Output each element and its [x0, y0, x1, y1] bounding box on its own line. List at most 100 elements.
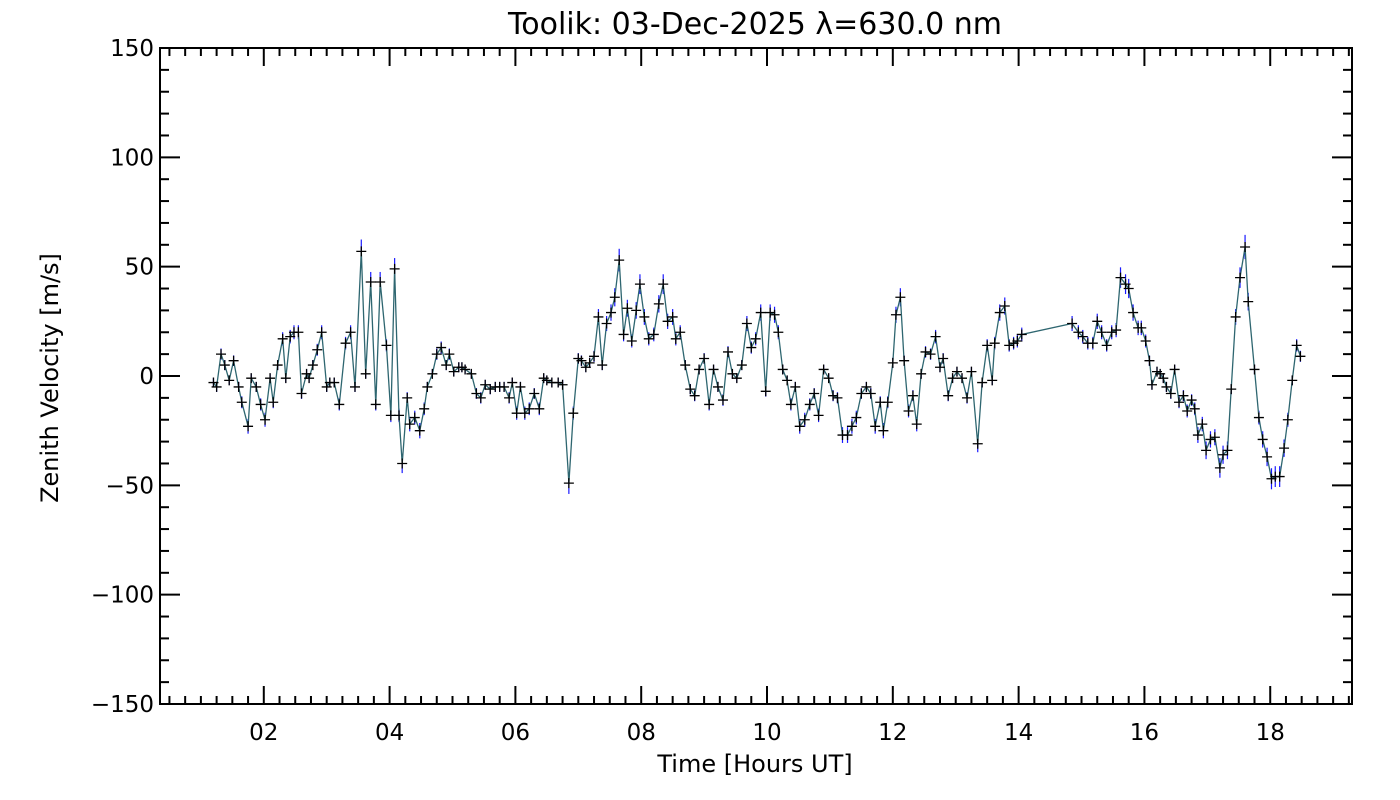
data-point	[345, 327, 356, 338]
data-point	[1274, 471, 1285, 482]
data-point	[1249, 364, 1260, 375]
data-point	[916, 368, 927, 379]
data-point	[1087, 338, 1098, 349]
data-point	[563, 478, 574, 489]
data-point	[480, 379, 491, 390]
data-point	[504, 392, 515, 403]
data-point	[1178, 390, 1189, 401]
data-point	[268, 397, 279, 408]
data-point	[499, 381, 510, 392]
data-point	[999, 301, 1010, 312]
x-tick-label: 06	[501, 720, 530, 746]
y-axis-label: Zenith Velocity [m/s]	[36, 253, 64, 503]
data-point	[534, 403, 545, 414]
data-point	[1186, 395, 1197, 406]
x-tick-label: 14	[1004, 720, 1033, 746]
data-point	[951, 366, 962, 377]
data-point	[436, 342, 447, 353]
data-point	[782, 375, 793, 386]
data-point	[723, 346, 734, 357]
data-point	[265, 373, 276, 384]
data-point	[316, 327, 327, 338]
data-point	[1146, 379, 1157, 390]
data-point	[475, 392, 486, 403]
data-point	[626, 336, 637, 347]
data-point	[689, 390, 700, 401]
data-point	[1279, 443, 1290, 454]
data-point	[755, 307, 766, 318]
data-point	[746, 342, 757, 353]
data-point	[1282, 414, 1293, 425]
data-point	[614, 255, 625, 266]
data-point	[1230, 311, 1241, 322]
data-point	[1209, 432, 1220, 443]
data-point	[471, 388, 482, 399]
data-point	[216, 349, 227, 360]
data-point	[1169, 364, 1180, 375]
data-point	[296, 388, 307, 399]
data-point	[938, 353, 949, 364]
data-point	[1012, 336, 1023, 347]
data-point	[381, 340, 392, 351]
data-point	[356, 246, 367, 257]
data-point	[717, 395, 728, 406]
data-point	[618, 329, 629, 340]
data-point	[851, 412, 862, 423]
data-point	[977, 377, 988, 388]
data-point	[842, 430, 853, 441]
data-point	[790, 381, 801, 392]
data-point	[515, 381, 526, 392]
x-tick-label: 10	[752, 720, 781, 746]
data-point	[370, 399, 381, 410]
data-point	[597, 360, 608, 371]
data-point	[219, 360, 230, 371]
x-tick-label: 08	[627, 720, 656, 746]
data-point	[1174, 397, 1185, 408]
y-tick-label: 100	[110, 145, 154, 171]
data-point	[653, 298, 664, 309]
data-point	[224, 375, 235, 386]
data-point	[589, 351, 600, 362]
data-point	[409, 412, 420, 423]
data-point	[1106, 327, 1117, 338]
data-point	[680, 360, 691, 371]
data-point	[704, 399, 715, 410]
data-point	[1016, 329, 1027, 340]
data-point	[982, 340, 993, 351]
data-point	[694, 364, 705, 375]
data-point	[1158, 373, 1169, 384]
data-point	[622, 303, 633, 314]
data-point	[1067, 318, 1078, 329]
data-point	[422, 381, 433, 392]
data-point	[634, 279, 645, 290]
data-point	[1077, 331, 1088, 342]
data-point	[519, 408, 530, 419]
data-point	[280, 373, 291, 384]
data-point	[736, 360, 747, 371]
y-tick-label: 0	[139, 364, 154, 390]
data-point	[887, 357, 898, 368]
data-point	[1214, 462, 1225, 473]
data-point	[211, 381, 222, 392]
data-point	[731, 373, 742, 384]
data-point	[1115, 272, 1126, 283]
data-point	[920, 346, 931, 357]
data-point	[485, 384, 496, 395]
data-point	[890, 309, 901, 320]
data-point	[606, 307, 617, 318]
data-point	[394, 410, 405, 421]
y-tick-label: −100	[91, 583, 154, 609]
data-point	[699, 353, 710, 364]
y-tick-label: 50	[125, 255, 154, 281]
data-point	[444, 349, 455, 360]
x-tick-label: 12	[878, 720, 907, 746]
data-point	[466, 368, 477, 379]
data-point	[251, 381, 262, 392]
data-point	[818, 364, 829, 375]
data-point	[712, 381, 723, 392]
data-point	[553, 377, 564, 388]
data-point	[846, 421, 857, 432]
data-point	[685, 384, 696, 395]
x-tick-label: 16	[1130, 720, 1159, 746]
data-point	[389, 263, 400, 274]
